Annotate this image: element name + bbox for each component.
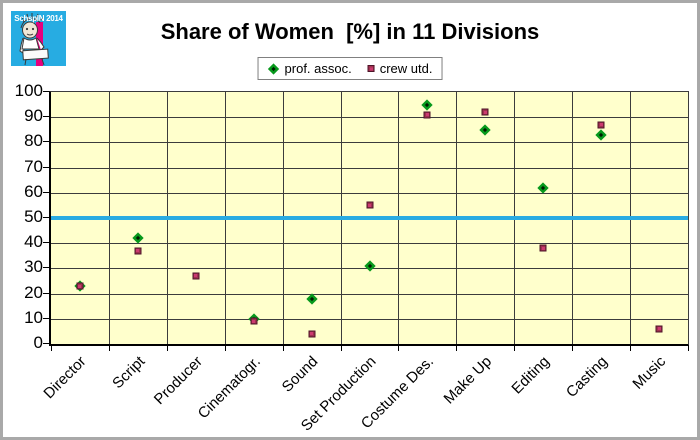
y-axis-tick bbox=[43, 191, 49, 193]
y-axis-tick bbox=[43, 317, 49, 319]
x-axis-tick bbox=[224, 345, 226, 351]
legend-label: crew utd. bbox=[379, 61, 433, 76]
x-axis-category-label: Sound bbox=[278, 353, 322, 396]
data-point-diamond bbox=[305, 292, 318, 305]
y-axis-tick-label: 60 bbox=[24, 181, 43, 201]
x-axis-category-label: Make Up bbox=[440, 353, 496, 408]
x-axis-tick bbox=[108, 345, 110, 351]
y-axis-tick-label: 30 bbox=[24, 257, 43, 277]
x-axis-tick bbox=[572, 345, 574, 351]
x-axis-tick bbox=[340, 345, 342, 351]
x-axis-tick bbox=[688, 345, 689, 351]
y-axis-tick-label: 80 bbox=[24, 131, 43, 151]
y-axis-tick-label: 20 bbox=[24, 282, 43, 302]
data-point-diamond bbox=[421, 98, 434, 111]
y-axis-tick bbox=[43, 141, 49, 143]
x-axis-tick bbox=[282, 345, 284, 351]
x-axis-category-label: Script bbox=[108, 353, 148, 393]
data-point-square bbox=[655, 325, 663, 333]
data-point-square bbox=[597, 121, 605, 129]
x-axis-tick bbox=[456, 345, 458, 351]
data-point-diamond bbox=[537, 182, 549, 194]
data-point-square bbox=[76, 282, 84, 290]
data-point-square bbox=[481, 108, 489, 116]
y-axis-tick bbox=[43, 116, 49, 118]
gridline-horizontal bbox=[51, 318, 688, 320]
gridline-horizontal bbox=[51, 167, 688, 169]
gridline-horizontal bbox=[51, 117, 688, 119]
x-axis-category-label: Music bbox=[629, 353, 670, 393]
x-axis-tick bbox=[51, 345, 52, 351]
x-axis-tick bbox=[398, 345, 400, 351]
x-axis-category-label: Casting bbox=[563, 353, 612, 401]
y-axis-tick bbox=[43, 217, 49, 218]
data-point-diamond bbox=[595, 129, 607, 141]
y-axis-tick-label: 40 bbox=[24, 232, 43, 252]
data-point-square bbox=[192, 272, 200, 280]
logo-drawing bbox=[11, 11, 66, 66]
x-axis-category-label: Editing bbox=[508, 353, 554, 398]
legend-item-prof-assoc: prof. assoc. bbox=[267, 61, 352, 76]
gridline-horizontal bbox=[51, 243, 688, 245]
y-axis-tick-label: 70 bbox=[24, 156, 43, 176]
y-axis-tick bbox=[43, 242, 49, 244]
y-axis-tick-label: 10 bbox=[24, 307, 43, 327]
y-axis-tick-label: 100 bbox=[14, 81, 43, 100]
data-point-square bbox=[308, 330, 316, 338]
schspin-logo: SchspIN 2014 bbox=[11, 11, 66, 66]
gridline-horizontal bbox=[51, 293, 688, 295]
chart-legend: prof. assoc. crew utd. bbox=[257, 57, 443, 80]
x-axis-tick bbox=[166, 345, 168, 351]
gridline-horizontal bbox=[51, 142, 688, 144]
y-axis-tick bbox=[43, 267, 49, 269]
x-axis-tick bbox=[630, 345, 632, 351]
x-axis-tick bbox=[514, 345, 516, 351]
chart-title: Share of Women [%] in 11 Divisions bbox=[160, 19, 540, 44]
data-point-square bbox=[250, 317, 258, 325]
gridline-horizontal bbox=[51, 192, 688, 194]
data-point-diamond bbox=[132, 232, 144, 244]
plot-area bbox=[49, 91, 689, 346]
y-axis-tick-label: 50 bbox=[24, 207, 43, 226]
data-point-square bbox=[423, 111, 431, 119]
data-point-diamond bbox=[479, 124, 491, 136]
y-axis-tick bbox=[43, 343, 49, 344]
logo-figure bbox=[19, 13, 49, 66]
y-axis-tick-label: 0 bbox=[33, 333, 43, 352]
legend-label: prof. assoc. bbox=[284, 61, 352, 76]
diamond-marker-icon bbox=[267, 62, 280, 75]
square-marker-icon bbox=[367, 65, 375, 72]
y-axis-tick bbox=[43, 292, 49, 294]
data-point-square bbox=[366, 201, 373, 209]
legend-item-crew-utd: crew utd. bbox=[367, 61, 433, 76]
data-point-diamond bbox=[363, 260, 376, 272]
data-point-square bbox=[134, 247, 142, 255]
reference-line-50pct bbox=[51, 216, 688, 220]
y-axis-tick bbox=[43, 91, 49, 92]
x-axis-category-label: Producer bbox=[150, 353, 206, 409]
data-point-square bbox=[539, 244, 547, 252]
y-axis-tick bbox=[43, 166, 49, 168]
logo-text: SchspIN 2014 bbox=[14, 14, 63, 23]
x-axis-category-label: Director bbox=[40, 353, 90, 403]
y-axis-tick-label: 90 bbox=[24, 106, 43, 126]
